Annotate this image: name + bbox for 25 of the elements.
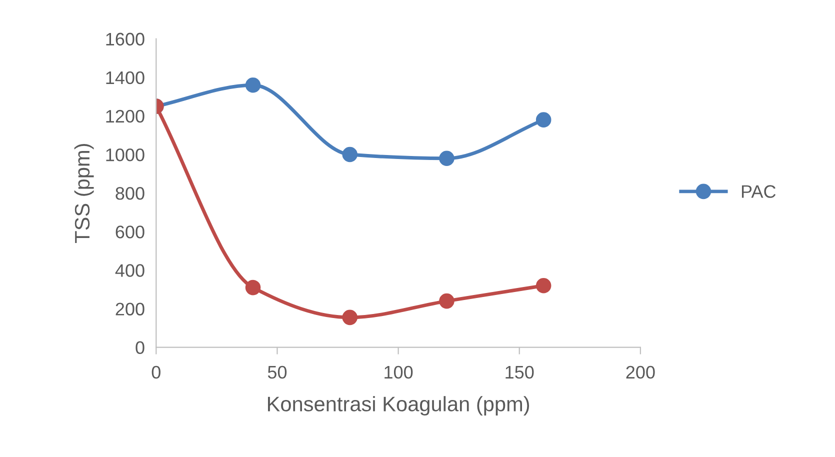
legend-label: PAC [742,185,776,198]
point [245,280,261,296]
y-tick-label: 400 [115,264,144,277]
y-tick-label: 800 [116,187,144,200]
point [245,77,261,93]
y-tick-label: 1600 [106,32,144,46]
y-tick-label: 200 [116,302,144,316]
point [536,278,552,294]
point [439,150,454,166]
x-tick-label: 100 [384,366,413,379]
y-tick-label: 600 [116,226,144,238]
x-tick-label: 200 [626,366,655,379]
point [536,112,552,128]
point [342,146,358,162]
y-tick-label: 0 [136,341,144,354]
x-tick-label: 50 [268,366,287,379]
y-axis-title: TSS (ppm) [74,144,94,243]
y-tick-label: 1200 [106,110,144,123]
x-tick-label: 0 [152,366,160,379]
x-tick-label: 150 [506,366,534,379]
point [342,310,358,326]
point [439,293,454,309]
x-axis-title: Konsentrasi Koagulan (ppm) [268,396,530,416]
y-tick-label: 1000 [106,148,144,162]
y-tick-label: 1400 [106,71,144,84]
